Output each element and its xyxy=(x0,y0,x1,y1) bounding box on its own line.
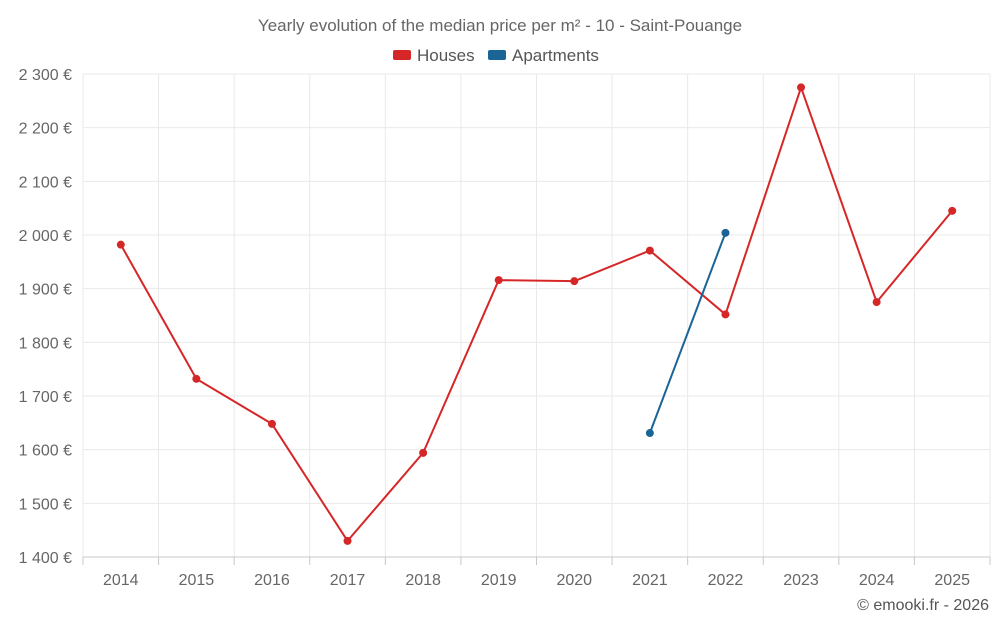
x-tick-label: 2021 xyxy=(632,572,668,589)
y-tick-label: 2 300 € xyxy=(19,67,72,84)
credit-text: © emooki.fr - 2026 xyxy=(857,597,989,614)
chart-title: Yearly evolution of the median price per… xyxy=(258,16,742,35)
x-tick-label: 2022 xyxy=(708,572,744,589)
series xyxy=(116,83,957,545)
legend: Houses Apartments xyxy=(393,46,599,65)
series-line-houses xyxy=(119,86,953,542)
data-point-houses[interactable] xyxy=(797,83,806,92)
x-tick-label: 2016 xyxy=(254,572,290,589)
data-point-houses[interactable] xyxy=(267,419,276,428)
y-tick-label: 2 000 € xyxy=(19,228,72,245)
y-tick-label: 1 500 € xyxy=(19,496,72,513)
legend-label-houses: Houses xyxy=(417,46,475,65)
legend-item-houses[interactable]: Houses xyxy=(393,46,475,65)
y-tick-label: 1 700 € xyxy=(19,389,72,406)
x-tick-label: 2023 xyxy=(783,572,819,589)
data-point-houses[interactable] xyxy=(948,206,957,215)
x-tick-label: 2020 xyxy=(556,572,592,589)
data-point-houses[interactable] xyxy=(419,448,428,457)
legend-item-apartments[interactable]: Apartments xyxy=(488,46,599,65)
data-point-apartments[interactable] xyxy=(645,429,654,438)
y-tick-label: 2 200 € xyxy=(19,121,72,138)
x-axis-ticks: 2014 2015 2016 2017 2018 2019 2020 2021 2022 2023… xyxy=(103,572,970,589)
y-tick-label: 2 100 € xyxy=(19,174,72,191)
y-tick-label: 1 800 € xyxy=(19,335,72,352)
axes xyxy=(82,556,991,565)
series-houses xyxy=(116,83,957,545)
data-point-houses[interactable] xyxy=(721,310,730,319)
y-tick-label: 1 900 € xyxy=(19,282,72,299)
data-point-houses[interactable] xyxy=(192,374,201,383)
series-line-apartments xyxy=(648,232,727,434)
x-tick-label: 2019 xyxy=(481,572,517,589)
series-apartments xyxy=(645,228,730,438)
data-point-apartments[interactable] xyxy=(721,228,730,237)
x-tick-label: 2015 xyxy=(179,572,215,589)
legend-swatch-houses xyxy=(393,50,411,60)
x-tick-label: 2017 xyxy=(330,572,366,589)
data-point-houses[interactable] xyxy=(570,277,579,286)
data-point-houses[interactable] xyxy=(872,298,881,307)
x-tick-label: 2025 xyxy=(934,572,970,589)
x-tick-label: 2024 xyxy=(859,572,895,589)
y-tick-label: 1 400 € xyxy=(19,550,72,567)
data-point-houses[interactable] xyxy=(645,246,654,255)
y-axis-ticks: 1 400 € 1 500 € 1 600 € 1 700 € 1 800 € 1 900… xyxy=(19,67,72,567)
y-tick-label: 1 600 € xyxy=(19,443,72,460)
x-tick-label: 2018 xyxy=(405,572,441,589)
grid xyxy=(82,73,991,557)
data-point-houses[interactable] xyxy=(343,536,352,545)
x-tick-label: 2014 xyxy=(103,572,139,589)
legend-label-apartments: Apartments xyxy=(512,46,599,65)
legend-swatch-apartments xyxy=(488,50,506,60)
data-point-houses[interactable] xyxy=(116,240,125,249)
data-point-houses[interactable] xyxy=(494,276,503,285)
